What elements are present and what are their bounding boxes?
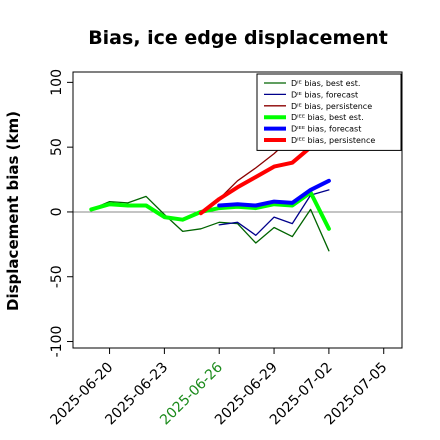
legend-label: Dᴵᴱ bias, forecast xyxy=(291,90,358,99)
legend-label: Dᴵᴱᴱ bias, best est. xyxy=(291,113,364,122)
y-tick-label: -100 xyxy=(49,326,65,358)
series-line-4 xyxy=(89,190,331,231)
legend-label: Dᴵᴱᴱ bias, forecast xyxy=(291,125,361,134)
series-line-5 xyxy=(217,178,331,208)
series-line-1 xyxy=(90,195,330,252)
y-axis-label: Displacement bias (km) xyxy=(4,111,22,311)
y-tick-label: 50 xyxy=(49,138,65,156)
y-tick-label: 0 xyxy=(49,207,65,216)
plot-frame xyxy=(72,71,403,349)
chart-title: Bias, ice edge displacement xyxy=(88,27,388,49)
series-line-6 xyxy=(198,145,313,216)
y-tick-label: 100 xyxy=(49,69,65,96)
legend-label: Dᴵᴱ bias, best est. xyxy=(291,79,360,88)
y-tick-label: -50 xyxy=(49,265,65,288)
legend-label: Dᴵᴱ bias, persistence xyxy=(291,102,372,111)
legend-box xyxy=(256,73,402,151)
legend: Dᴵᴱ bias, best est. Dᴵᴱ bias, forecast Dᴵᴱ… xyxy=(256,73,402,151)
legend-label: Dᴵᴱᴱ bias, persistence xyxy=(291,136,375,145)
plot-area xyxy=(73,136,402,252)
